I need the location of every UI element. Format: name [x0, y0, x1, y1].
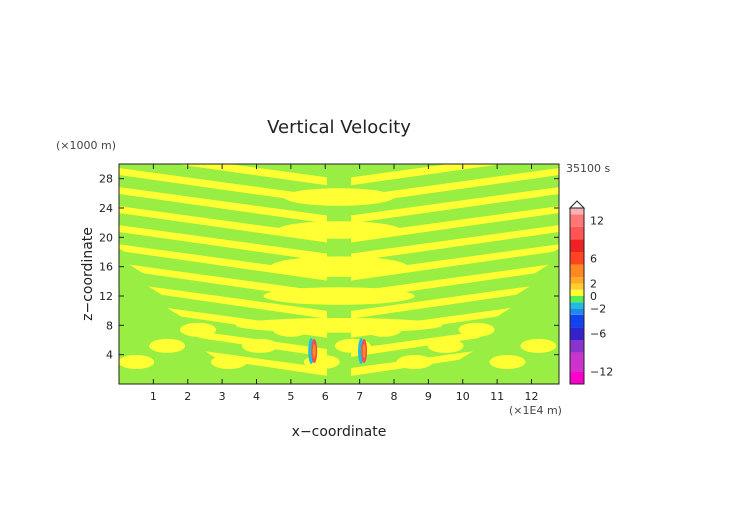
x-tick-label: 9 [425, 390, 432, 403]
positive-band [175, 164, 327, 186]
colorbar-segment [570, 302, 584, 309]
positive-band [272, 322, 309, 337]
positive-band [458, 322, 495, 337]
updraft-inner [312, 344, 316, 358]
positive-band [351, 225, 559, 262]
positive-band [149, 338, 186, 353]
positive-band [241, 338, 278, 353]
colorbar-segment [570, 252, 584, 265]
positive-band [119, 168, 327, 205]
colorbar-tick-label: 6 [590, 252, 597, 265]
colorbar-tick-label: 2 [590, 277, 597, 290]
y-tick-label: 16 [99, 261, 113, 274]
colorbar-segment [570, 371, 584, 384]
x-axis: 1 2 3 4 5 6 7 8 9 10 11 12 [150, 164, 539, 403]
x-tick-label: 3 [219, 390, 226, 403]
time-label: 35100 s [566, 162, 610, 175]
colorbar-segment [570, 239, 584, 252]
y-tick-label: 28 [99, 173, 113, 186]
positive-band [351, 206, 559, 243]
positive-band [351, 187, 559, 224]
positive-band [351, 329, 492, 357]
positive-band [351, 244, 559, 281]
colorbar-segment [570, 340, 584, 353]
colorbar-tick-label: −6 [590, 328, 606, 341]
colorbar-tick-label: −2 [590, 303, 606, 316]
positive-band [427, 338, 464, 353]
x-tick-label: 2 [184, 390, 191, 403]
colorbar-tick-label: 0 [590, 290, 597, 303]
colorbar-frame [569, 207, 585, 385]
colorbar-segment [570, 352, 584, 372]
colorbar-segment [570, 277, 584, 284]
x-axis-label: x−coordinate [292, 424, 387, 440]
positive-band [396, 355, 433, 369]
x-tick-label: 1 [150, 390, 157, 403]
colorbar-segment [570, 314, 584, 328]
x-tick-label: 7 [356, 390, 363, 403]
positive-band [351, 264, 549, 300]
x-tick-label: 4 [253, 390, 260, 403]
positive-band [520, 338, 557, 353]
positive-band [119, 206, 327, 243]
positive-band [351, 286, 530, 319]
x-tick-label: 8 [391, 390, 398, 403]
x-tick-label: 5 [287, 390, 294, 403]
positive-band [211, 355, 247, 369]
x-tick-label: 10 [456, 390, 470, 403]
field-bands [119, 164, 559, 376]
plot-frame [118, 163, 560, 385]
positive-band [129, 264, 327, 300]
x-unit-label: (×1E4 m) [509, 404, 562, 417]
positive-band [351, 168, 559, 205]
colorbar-segment [570, 289, 584, 296]
y-tick-label: 12 [99, 290, 113, 303]
positive-band [119, 244, 327, 281]
positive-band [489, 355, 526, 369]
colorbar: 12 6 20−2 −6 −12 [568, 200, 613, 385]
y-axis: 4 8 12 16 20 24 28 [99, 173, 559, 362]
y-unit-label: (×1000 m) [56, 139, 116, 152]
y-axis-label: z−coordinate [80, 227, 96, 321]
positive-band [180, 322, 217, 337]
positive-band [119, 225, 327, 262]
positive-band [365, 322, 402, 337]
colorbar-tick-label: 12 [590, 215, 604, 228]
colorbar-segment [570, 208, 584, 215]
y-tick-label: 8 [106, 319, 113, 332]
colorbar-segment [570, 214, 584, 227]
y-tick-label: 24 [99, 202, 113, 215]
chart-title: Vertical Velocity [267, 117, 411, 138]
positive-band [148, 286, 327, 319]
colorbar-segment [570, 296, 584, 303]
x-tick-label: 12 [525, 390, 539, 403]
updraft-inner [362, 344, 366, 358]
field-plumes [308, 338, 368, 364]
x-tick-label: 11 [490, 390, 504, 403]
positive-band [119, 187, 327, 224]
colorbar-segment [570, 327, 584, 340]
positive-band [351, 164, 503, 186]
colorbar-segment [570, 283, 584, 290]
positive-band [119, 355, 155, 369]
colorbar-segment [570, 308, 584, 315]
colorbar-segment [570, 264, 584, 278]
colorbar-tick-label: −12 [590, 365, 613, 378]
x-tick-label: 6 [322, 390, 329, 403]
colorbar-segment [570, 226, 584, 240]
colorbar-extend-arrow [568, 200, 586, 209]
plot-area [118, 163, 560, 385]
y-tick-label: 20 [99, 231, 113, 244]
y-tick-label: 4 [106, 349, 113, 362]
